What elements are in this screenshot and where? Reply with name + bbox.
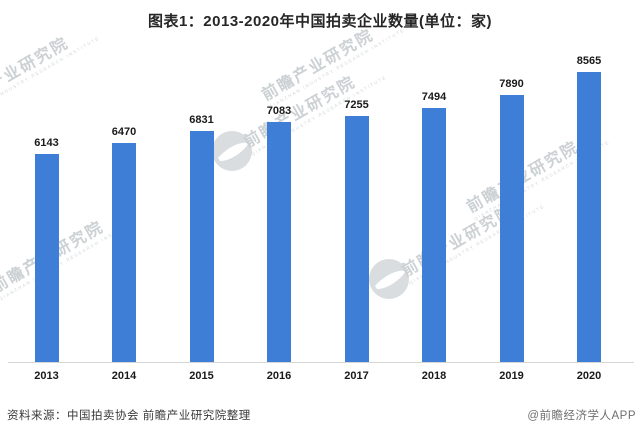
bar-group-2013: 6143 (34, 136, 59, 362)
bar (499, 94, 524, 362)
bar-group-2019: 7890 (499, 77, 524, 362)
bar (267, 122, 291, 362)
bar-value-label: 7494 (421, 91, 447, 103)
bar-group-2014: 6470 (112, 126, 136, 362)
chart-title: 图表1：2013-2020年中国拍卖企业数量(单位：家) (147, 13, 493, 30)
bar (422, 108, 446, 362)
x-tick-label: 2014 (111, 370, 137, 382)
credit-note: @前瞻经济学人APP (527, 410, 636, 422)
bar (34, 153, 59, 362)
bar-value-label: 6143 (34, 136, 59, 149)
x-tick-label: 2018 (421, 370, 447, 382)
bar-group-2016: 7083 (267, 105, 291, 362)
bar-value-label: 6470 (111, 125, 137, 138)
x-tick-label: 2019 (499, 370, 524, 382)
bar (189, 130, 214, 362)
x-tick-label: 2020 (576, 370, 602, 382)
x-tick-label: 2016 (266, 370, 292, 382)
bar-value-label: 7890 (499, 77, 524, 90)
x-tick-label: 2015 (189, 370, 214, 382)
bar-value-label: 7255 (344, 99, 369, 112)
bar-group-2017: 7255 (344, 99, 369, 362)
bar-group-2015: 6831 (189, 113, 214, 362)
bar-value-label: 7083 (266, 105, 292, 117)
x-axis-line (8, 362, 634, 363)
source-note: 资料来源：中国拍卖协会 前瞻产业研究院整理 (7, 410, 251, 422)
bar-group-2018: 7494 (422, 91, 446, 362)
bar (344, 116, 369, 362)
x-tick-label: 2017 (344, 370, 369, 382)
bar (577, 71, 601, 362)
bar-value-label: 8565 (576, 54, 602, 67)
bar-group-2020: 8565 (577, 55, 601, 362)
bar-value-label: 6831 (189, 113, 214, 126)
x-tick-label: 2013 (34, 370, 59, 382)
bar (112, 142, 136, 362)
